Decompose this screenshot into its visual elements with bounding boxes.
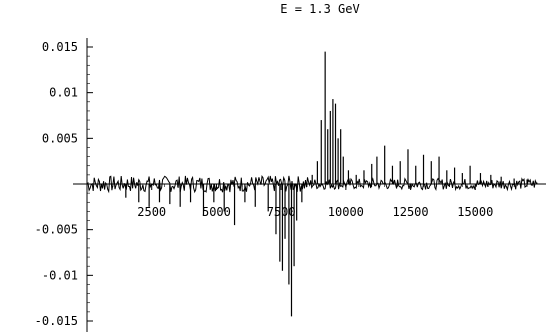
x-tick-label: 10000 bbox=[328, 205, 364, 219]
x-tick-label: 15000 bbox=[457, 205, 493, 219]
y-tick-label: -0.01 bbox=[42, 268, 78, 282]
y-tick-label: -0.005 bbox=[35, 223, 78, 237]
x-tick-label: 12500 bbox=[393, 205, 429, 219]
chart-title: E = 1.3 GeV bbox=[280, 2, 359, 16]
y-tick-label: 0.01 bbox=[49, 86, 78, 100]
x-tick-label: 5000 bbox=[202, 205, 231, 219]
y-tick-label: -0.015 bbox=[35, 314, 78, 328]
y-tick-label: 0.015 bbox=[42, 40, 78, 54]
x-tick-label: 2500 bbox=[137, 205, 166, 219]
y-tick-label: 0.005 bbox=[42, 131, 78, 145]
data-marks bbox=[86, 51, 538, 317]
